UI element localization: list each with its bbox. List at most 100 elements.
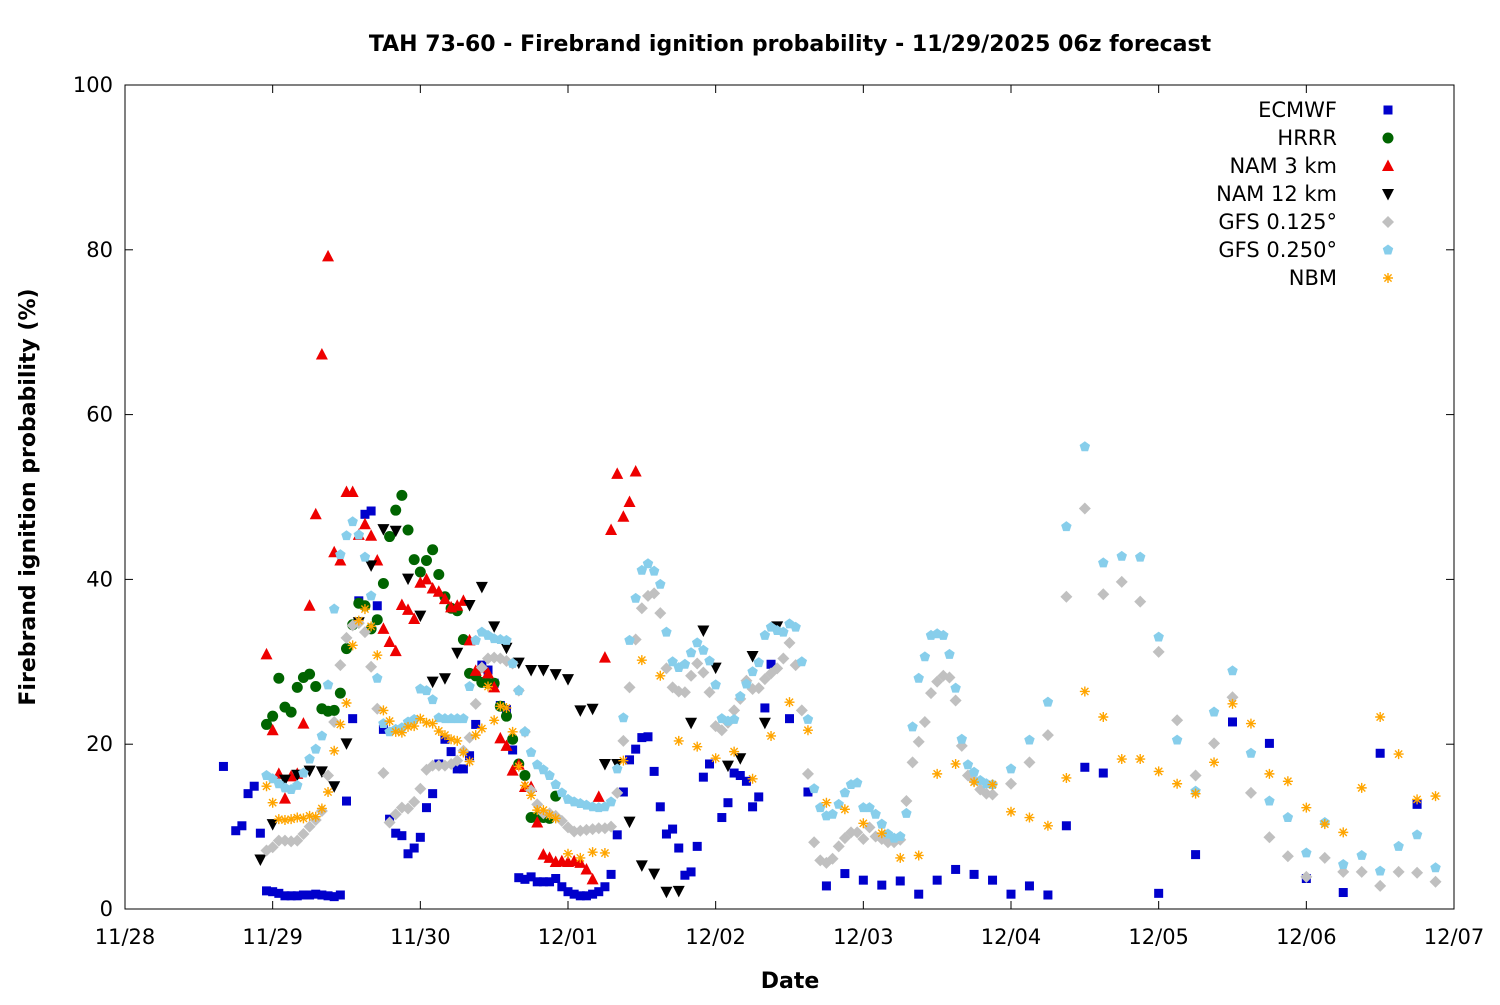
data-point-ecmwf (348, 714, 358, 724)
data-point-nbm (673, 735, 684, 746)
data-point-gfs-0-250 (310, 743, 321, 754)
data-point-nbm (784, 697, 795, 708)
data-point-gfs-0-250 (747, 666, 758, 677)
data-point-nbm-stroke (316, 803, 327, 814)
data-point-gfs-0-125 (303, 820, 316, 833)
data-point-nbm (526, 790, 537, 801)
data-point-gfs-0-250 (870, 808, 881, 819)
data-point-nbm-stroke (599, 847, 610, 858)
data-point-nam-3-km (629, 464, 642, 477)
data-point-gfs-0-250 (470, 634, 481, 645)
data-point-nbm (310, 811, 321, 822)
data-point-nam-3-km (408, 612, 421, 624)
data-point-gfs-0-250 (267, 773, 278, 784)
data-point-gfs-0-125 (1208, 737, 1221, 750)
data-point-gfs-0-125 (389, 808, 402, 821)
data-point-ecmwf (581, 891, 591, 901)
data-point-gfs-0-250 (513, 685, 525, 696)
data-point-nbm-stroke (747, 773, 758, 784)
data-point-nbm (415, 713, 426, 724)
data-point-gfs-0-250 (341, 530, 352, 541)
data-point-gfs-0-125 (272, 834, 285, 847)
x-tick-label: 12/03 (833, 925, 894, 949)
data-point-nam-12-km (451, 647, 464, 660)
data-point-nbm (538, 805, 549, 816)
data-point-gfs-0-250 (728, 713, 740, 724)
data-point-nam-12-km (414, 610, 427, 623)
data-point-ecmwf (600, 882, 610, 892)
data-point-ecmwf (1154, 888, 1164, 898)
data-point-ecmwf (988, 875, 998, 885)
data-point-nbm-stroke (267, 797, 278, 808)
data-point-ecmwf (760, 703, 770, 713)
data-point-hrrr (402, 524, 414, 536)
data-point-ecmwf (520, 874, 530, 884)
data-point-nam-12-km (254, 854, 267, 867)
data-point-nbm (335, 719, 346, 730)
data-point-nbm (298, 813, 309, 824)
data-point-nbm-stroke (403, 721, 414, 732)
data-point-gfs-0-125 (801, 767, 814, 780)
data-point-gfs-0-250 (538, 764, 549, 775)
data-point-nbm (550, 813, 561, 824)
data-point-nbm-stroke (1079, 686, 1090, 697)
data-point-nbm-stroke (501, 702, 512, 713)
x-tick-label: 12/02 (685, 925, 746, 949)
data-point-gfs-0-125 (863, 821, 876, 834)
x-tick-label: 12/01 (538, 925, 599, 949)
data-point-gfs-0-125 (1263, 831, 1276, 844)
data-point-nbm-stroke (452, 735, 463, 746)
data-point-ecmwf (532, 877, 542, 887)
data-point-gfs-0-250 (968, 766, 980, 777)
data-point-gfs-0-250 (1411, 829, 1423, 840)
data-point-gfs-0-250 (1005, 763, 1017, 774)
data-point-gfs-0-250 (1171, 734, 1183, 745)
data-point-gfs-0-250 (1338, 859, 1349, 869)
data-point-nam-12-km (537, 665, 550, 677)
data-point-hrrr (420, 554, 432, 566)
data-point-gfs-0-250 (464, 681, 475, 691)
data-point-ecmwf (785, 714, 794, 724)
data-point-gfs-0-125 (322, 769, 335, 782)
data-point-nbm (439, 730, 450, 741)
data-point-nbm (1135, 754, 1146, 765)
data-point-ecmwf (305, 890, 315, 900)
data-point-nam-12-km (402, 573, 415, 586)
data-point-nbm-stroke (692, 741, 703, 752)
data-point-nbm-stroke (950, 758, 961, 769)
data-point-ecmwf (1338, 888, 1348, 898)
data-point-nbm (366, 621, 377, 632)
data-point-nbm (1430, 791, 1441, 802)
data-point-nbm-stroke (575, 852, 586, 863)
data-point-nbm (1190, 788, 1201, 799)
data-point-hrrr (427, 544, 439, 556)
data-point-gfs-0-250 (353, 529, 365, 540)
data-point-ecmwf (612, 830, 622, 840)
data-point-nbm (532, 805, 543, 816)
legend-marker-gfs-0-250 (1382, 244, 1394, 255)
data-point-gfs-0-250 (876, 818, 888, 829)
data-point-gfs-0-125 (1318, 851, 1331, 864)
data-point-hrrr (377, 578, 389, 590)
data-point-gfs-0-125 (623, 681, 636, 694)
data-point-ecmwf (360, 509, 370, 519)
data-point-nbm (359, 604, 370, 615)
data-point-nbm-stroke (1282, 776, 1293, 787)
data-point-gfs-0-250 (1098, 557, 1109, 568)
x-axis-label: Date (761, 969, 820, 994)
data-point-nbm (1264, 768, 1275, 779)
data-point-ecmwf (538, 877, 548, 887)
data-point-ecmwf (329, 892, 339, 902)
data-point-nbm-stroke (969, 777, 980, 788)
data-point-gfs-0-125 (383, 816, 396, 829)
data-point-nbm-stroke (513, 761, 524, 772)
data-point-nbm-stroke (310, 811, 321, 822)
data-point-ecmwf (717, 813, 727, 823)
data-point-ecmwf (563, 887, 573, 897)
data-point-nbm-stroke (507, 726, 518, 737)
data-point-nam-12-km (746, 651, 759, 663)
data-point-nam-3-km (334, 553, 347, 566)
data-point-ecmwf (311, 889, 321, 899)
data-point-nbm (636, 655, 647, 666)
